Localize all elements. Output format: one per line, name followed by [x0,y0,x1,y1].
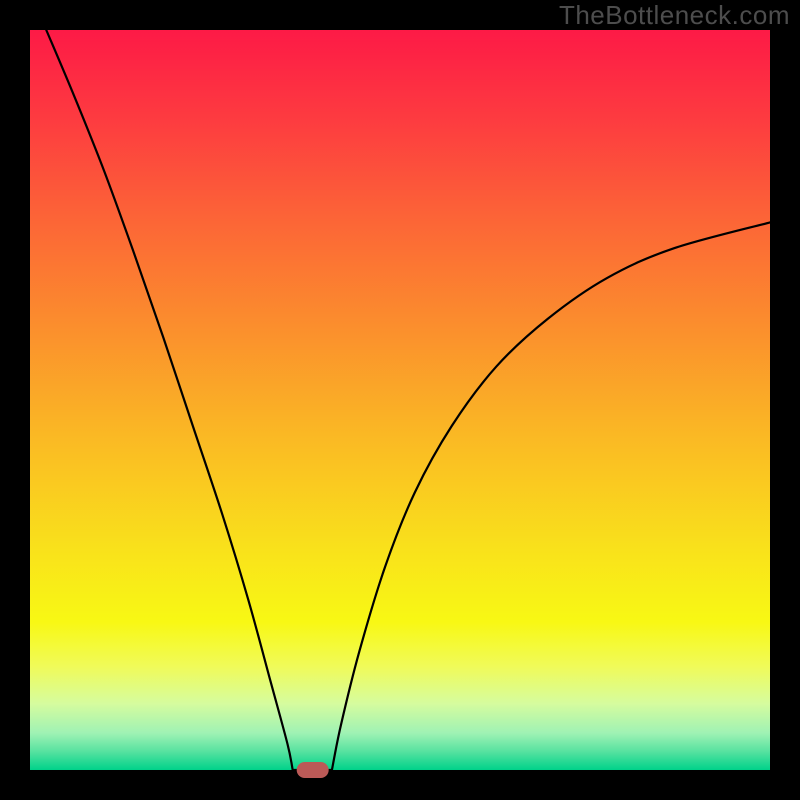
notch-marker [297,762,329,778]
watermark-text: TheBottleneck.com [559,0,790,31]
chart-svg [0,0,800,800]
plot-background [30,30,770,770]
chart-stage: TheBottleneck.com [0,0,800,800]
